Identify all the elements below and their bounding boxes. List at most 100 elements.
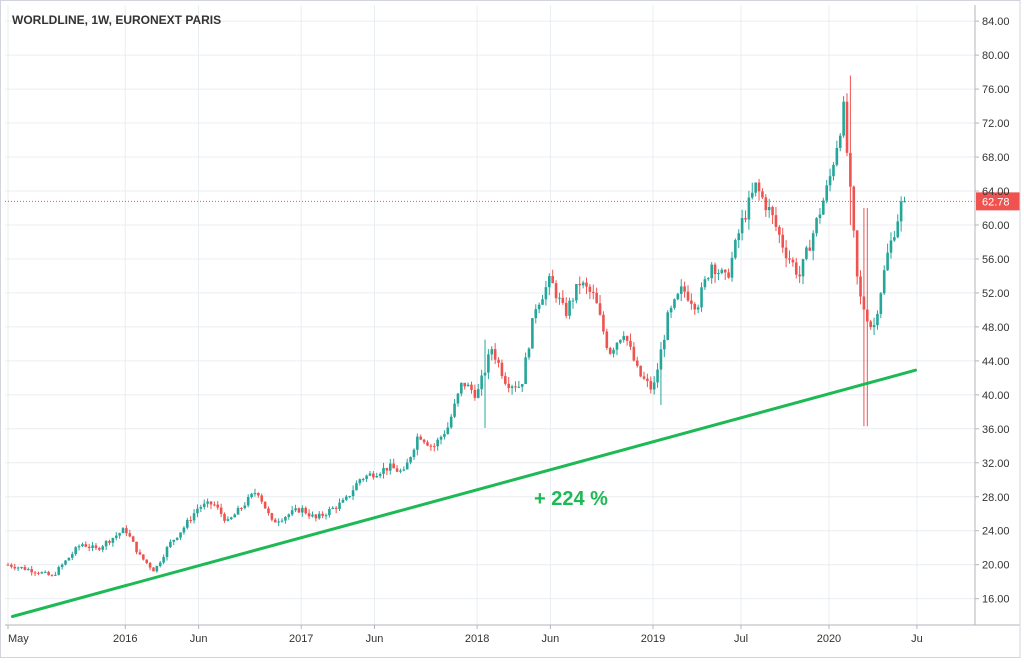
candle-body	[855, 230, 859, 277]
candle-body	[419, 436, 423, 440]
candle-body	[859, 276, 862, 297]
candle-body	[622, 336, 626, 340]
candle-body	[223, 513, 226, 521]
candle-body	[490, 349, 494, 355]
candle-body	[219, 507, 223, 514]
candle-body	[801, 259, 805, 277]
y-tick-label: 24.00	[982, 526, 1010, 538]
overlay-layer: 62.78	[5, 192, 1020, 619]
candle-body	[832, 164, 835, 177]
candle-body	[294, 508, 297, 511]
candle-body	[642, 376, 646, 379]
candle-body	[128, 533, 132, 537]
candle-body	[402, 469, 406, 471]
candle-body	[619, 339, 622, 343]
candle-body	[206, 501, 209, 504]
candle-body	[186, 520, 189, 528]
y-tick-label: 84.00	[982, 16, 1010, 28]
candle-body	[277, 521, 280, 523]
candle-body	[500, 362, 504, 377]
candle-body	[544, 287, 548, 300]
candle-body	[893, 237, 896, 241]
candle-body	[734, 240, 737, 258]
candle-body	[355, 483, 358, 491]
candle-body	[808, 247, 812, 251]
candle-body	[449, 416, 453, 428]
candle-body	[67, 557, 71, 561]
candle-body	[64, 560, 67, 565]
candle-body	[835, 147, 839, 165]
candle-body	[663, 339, 666, 350]
candle-body	[94, 545, 98, 549]
candle-body	[104, 540, 108, 547]
candle-body	[158, 562, 162, 566]
candle-body	[138, 552, 142, 555]
candle-body	[862, 296, 866, 310]
candle-body	[517, 386, 521, 388]
y-tick-label: 68.00	[982, 152, 1010, 164]
candle-body	[771, 206, 774, 216]
candle-body	[838, 135, 842, 148]
candle-body	[233, 514, 236, 518]
candle-body	[683, 286, 686, 292]
candle-body	[372, 473, 375, 478]
candle-body	[480, 375, 483, 390]
y-tick-label: 20.00	[982, 560, 1010, 572]
candle-body	[121, 528, 125, 534]
candle-body	[504, 376, 507, 384]
candle-body	[182, 527, 186, 533]
candle-layer	[6, 75, 906, 577]
candle-body	[345, 496, 348, 500]
candle-body	[615, 342, 619, 350]
candle-body	[598, 303, 602, 315]
x-tick-label: 2017	[289, 633, 313, 645]
candle-body	[899, 201, 903, 222]
candle-body	[473, 389, 477, 398]
candle-body	[26, 569, 30, 571]
candle-body	[649, 381, 653, 390]
candle-body	[852, 186, 856, 231]
candle-body	[510, 386, 514, 388]
x-tick-label: Jul	[734, 633, 748, 645]
candle-body	[757, 182, 761, 192]
candle-body	[155, 565, 159, 572]
y-tick-label: 32.00	[982, 458, 1010, 470]
x-tick-label: 2018	[465, 633, 489, 645]
candle-body	[74, 547, 77, 555]
candle-body	[700, 287, 703, 308]
candle-body	[568, 300, 571, 316]
candle-body	[250, 493, 253, 498]
candle-body	[378, 473, 382, 476]
x-tick-label: 2020	[817, 633, 841, 645]
candle-body	[361, 479, 365, 481]
candle-body	[866, 309, 869, 322]
candle-body	[422, 439, 426, 443]
y-tick-label: 52.00	[982, 288, 1010, 300]
candle-body	[273, 519, 277, 523]
candle-body	[537, 304, 541, 310]
candle-body	[527, 348, 531, 358]
candle-body	[710, 264, 713, 279]
candle-body	[196, 508, 199, 514]
candle-body	[351, 490, 355, 497]
candle-body	[307, 513, 311, 517]
candle-body	[456, 393, 460, 404]
candle-body	[652, 382, 656, 390]
candle-body	[673, 299, 676, 308]
x-tick-label: 2019	[641, 633, 665, 645]
candle-body	[334, 507, 338, 509]
candle-body	[142, 554, 145, 560]
candle-body	[547, 276, 551, 288]
y-tick-label: 40.00	[982, 390, 1010, 402]
candle-body	[531, 318, 534, 349]
y-tick-label: 72.00	[982, 118, 1010, 130]
candle-body	[388, 463, 392, 471]
candle-body	[165, 547, 169, 558]
candle-body	[321, 513, 324, 516]
candle-body	[659, 349, 663, 370]
candle-body	[822, 200, 825, 215]
candle-body	[175, 537, 179, 540]
y-tick-label: 44.00	[982, 356, 1010, 368]
